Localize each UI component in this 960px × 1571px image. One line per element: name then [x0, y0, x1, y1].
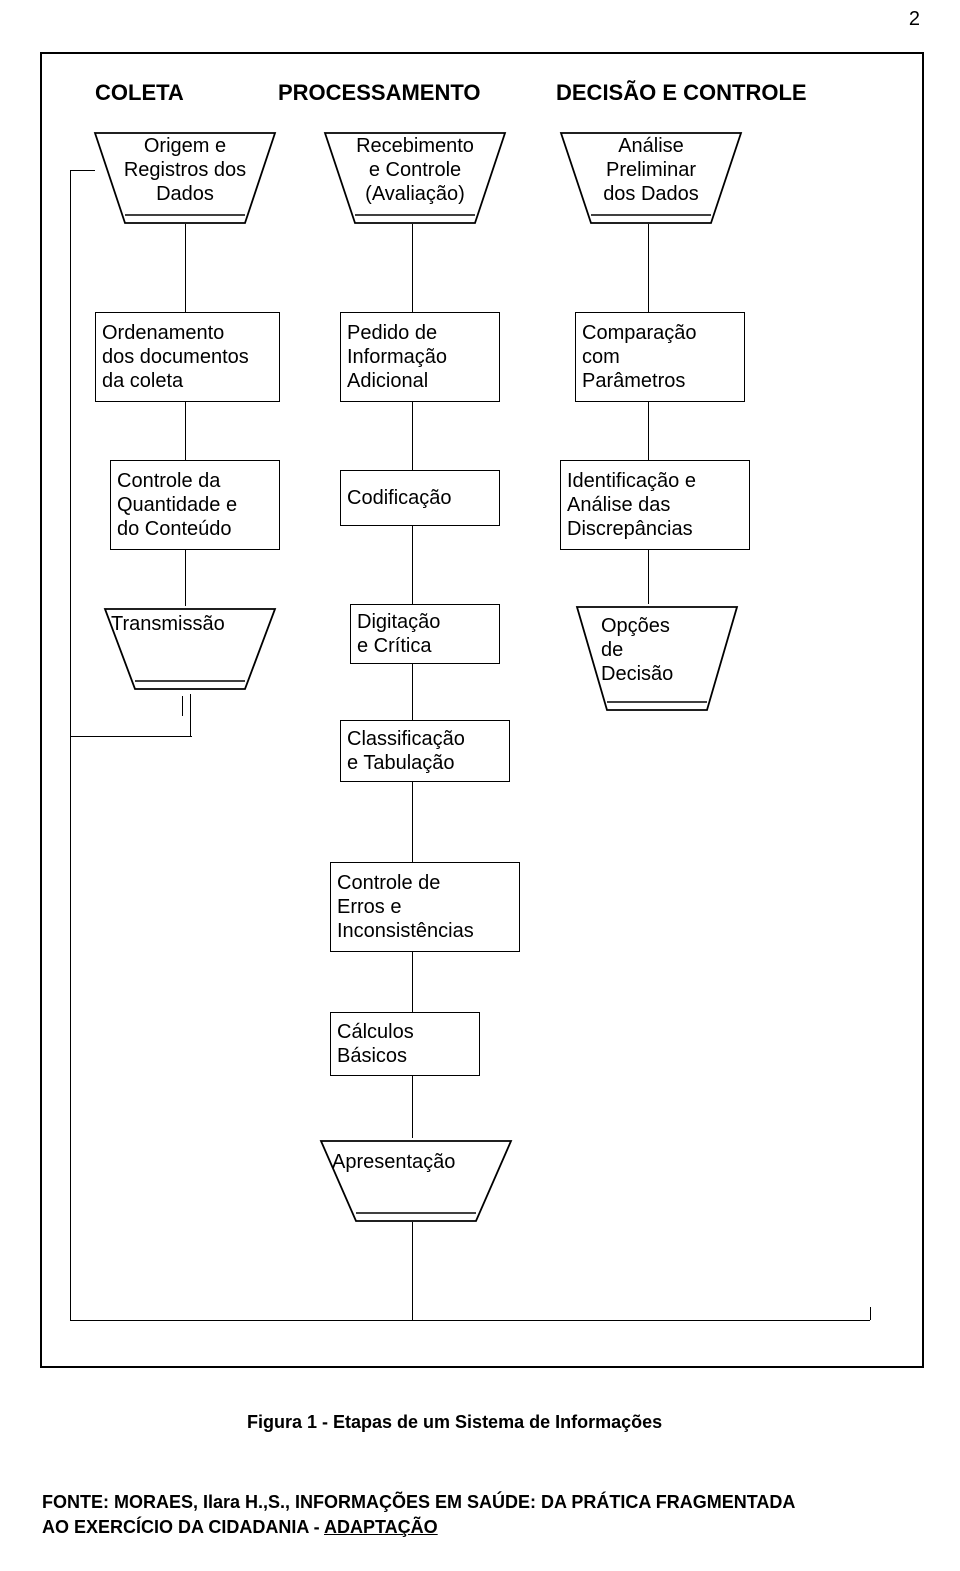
box-c2-calculos: Cálculos Básicos — [330, 1012, 480, 1076]
text: Análise Preliminar dos Dados — [603, 135, 699, 205]
vline-left-bus — [70, 170, 71, 1320]
trap-c2-apresentacao-text: Apresentação — [326, 1150, 506, 1174]
vline-c2-a — [412, 224, 413, 312]
trap-c1-origem-text: Origem e Registros dos Dados — [95, 134, 275, 206]
vline-c1-c — [185, 550, 186, 606]
figure-caption: Figura 1 - Etapas de um Sistema de Infor… — [247, 1412, 662, 1433]
vline-c1-a — [185, 224, 186, 312]
trap-c3-analise-text: Análise Preliminar dos Dados — [561, 134, 741, 206]
box-c2-classificacao: Classificação e Tabulação — [340, 720, 510, 782]
text: Ordenamento dos documentos da coleta — [102, 321, 279, 393]
header-col3: DECISÃO E CONTROLE — [556, 80, 807, 106]
vline-c3-a — [648, 224, 649, 312]
text: Origem e Registros dos Dados — [124, 135, 246, 205]
line2a: AO EXERCÍCIO DA CIDADANIA - — [42, 1517, 324, 1537]
vline-c1-b — [185, 402, 186, 460]
text: Pedido de Informação Adicional — [347, 321, 499, 393]
trap-c2-recebimento-text: Recebimento e Controle (Avaliação) — [325, 134, 505, 206]
hline-c1-fb — [70, 736, 192, 737]
figure-source: FONTE: MORAES, Ilara H.,S., INFORMAÇÕES … — [42, 1490, 922, 1540]
vline-c2-b — [412, 402, 413, 470]
vline-c1-fb1b — [182, 696, 183, 716]
text: Figura 1 - Etapas de um Sistema de Infor… — [247, 1412, 662, 1432]
trap-c3-opcoes-text: Opções de Decisão — [595, 614, 735, 686]
box-c2-erros: Controle de Erros e Inconsistências — [330, 862, 520, 952]
line1: FONTE: MORAES, Ilara H.,S., INFORMAÇÕES … — [42, 1492, 795, 1512]
box-c1-ordenamento: Ordenamento dos documentos da coleta — [95, 312, 280, 402]
text: Codificação — [347, 486, 499, 510]
vline-c2-g — [412, 1076, 413, 1138]
trap-c1-transmissao-text: Transmissão — [105, 612, 275, 636]
header-col2: PROCESSAMENTO — [278, 80, 481, 106]
vline-c3-c — [648, 550, 649, 604]
text: Classificação e Tabulação — [347, 727, 509, 775]
vline-apres-down — [412, 1222, 413, 1320]
box-c2-pedido: Pedido de Informação Adicional — [340, 312, 500, 402]
box-c3-comparacao: Comparação com Parâmetros — [575, 312, 745, 402]
vline-right-tick — [870, 1307, 871, 1320]
box-c3-identificacao: Identificação e Análise das Discrepância… — [560, 460, 750, 550]
hline-top-bus — [70, 170, 95, 171]
vline-c2-e — [412, 782, 413, 862]
text: Opções de Decisão — [601, 615, 673, 685]
text: Comparação com Parâmetros — [582, 321, 744, 393]
box-c2-codificacao: Codificação — [340, 470, 500, 526]
text: Digitação e Crítica — [357, 610, 499, 658]
header-col1: COLETA — [95, 80, 184, 106]
vline-c2-f — [412, 952, 413, 1012]
page-number: 2 — [909, 8, 920, 31]
vline-c2-d — [412, 664, 413, 720]
text: Cálculos Básicos — [337, 1020, 479, 1068]
vline-c2-c — [412, 526, 413, 604]
vline-c1-fb1 — [190, 694, 191, 736]
line2b: ADAPTAÇÃO — [324, 1517, 438, 1537]
box-c2-digitacao: Digitação e Crítica — [350, 604, 500, 664]
text: Apresentação — [332, 1151, 455, 1173]
page: 2 COLETA PROCESSAMENTO DECISÃO E CONTROL… — [0, 0, 960, 1571]
text: Identificação e Análise das Discrepância… — [567, 469, 749, 541]
vline-c3-b — [648, 402, 649, 460]
box-c1-controle: Controle da Quantidade e do Conteúdo — [110, 460, 280, 550]
text: Transmissão — [111, 613, 225, 635]
text: Controle da Quantidade e do Conteúdo — [117, 469, 279, 541]
text: Controle de Erros e Inconsistências — [337, 871, 519, 943]
hline-bottom-bus — [70, 1320, 870, 1321]
text: Recebimento e Controle (Avaliação) — [356, 135, 474, 205]
